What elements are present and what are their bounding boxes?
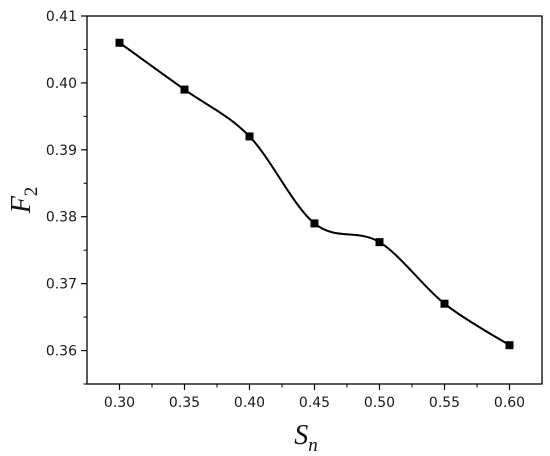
series-line bbox=[118, 41, 511, 347]
data-markers bbox=[115, 38, 514, 350]
data-point-marker bbox=[245, 132, 254, 141]
x-axis-label: Sn bbox=[294, 420, 318, 456]
x-tick-label: 0.40 bbox=[234, 395, 265, 411]
data-point-marker bbox=[375, 238, 384, 247]
x-axis-label-main: S bbox=[294, 420, 308, 451]
y-tick-label: 0.41 bbox=[46, 9, 77, 25]
x-axis-label-sub: n bbox=[308, 435, 318, 456]
data-point-marker bbox=[115, 38, 124, 47]
data-point-marker bbox=[505, 341, 514, 350]
x-tick-label: 0.35 bbox=[169, 395, 200, 411]
y-axis-label-main: F bbox=[6, 195, 37, 214]
data-point-marker bbox=[180, 85, 189, 94]
plot-frame bbox=[86, 15, 543, 385]
y-tick-label: 0.40 bbox=[46, 76, 77, 92]
x-tick-label: 0.50 bbox=[364, 395, 395, 411]
x-axis-ticks: 0.30 0.35 0.40 0.45 0.50 0.55 0.60 bbox=[104, 384, 525, 411]
data-point-marker bbox=[440, 299, 449, 308]
y-axis-ticks: 0.36 0.37 0.38 0.39 0.40 0.41 bbox=[46, 9, 87, 385]
y-tick-label: 0.39 bbox=[46, 143, 77, 159]
y-tick-label: 0.36 bbox=[46, 344, 77, 360]
x-tick-label: 0.55 bbox=[429, 395, 460, 411]
data-point-marker bbox=[310, 219, 319, 228]
x-tick-label: 0.60 bbox=[494, 395, 525, 411]
x-tick-label: 0.45 bbox=[299, 395, 330, 411]
y-axis-label: F2 bbox=[6, 187, 42, 215]
y-axis-label-sub: 2 bbox=[21, 187, 42, 197]
y-tick-label: 0.38 bbox=[46, 210, 77, 226]
x-tick-label: 0.30 bbox=[104, 395, 135, 411]
y-tick-label: 0.37 bbox=[46, 277, 77, 293]
